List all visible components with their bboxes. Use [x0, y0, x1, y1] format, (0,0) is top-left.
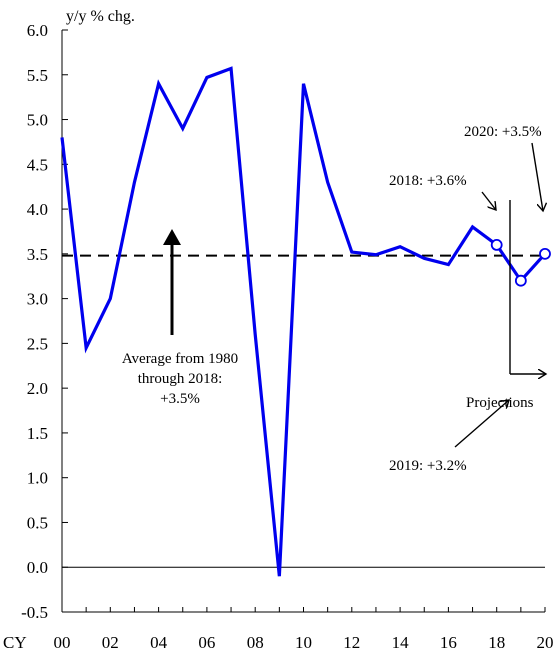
x-tick-label: 12: [343, 633, 360, 652]
x-tick-label: 08: [247, 633, 264, 652]
label-2019: 2019: +3.2%: [389, 458, 467, 474]
highlighted-points: [490, 238, 551, 287]
y-tick-label: 5.0: [27, 111, 48, 130]
x-tick-label: 10: [295, 633, 312, 652]
y-axis-ticks: 6.0 5.5 5.0 4.5 4.0 3.5 3.0 2.5 2.0 1.5 1.0 0.5 0.0 -…: [21, 21, 68, 622]
average-arrowhead: [163, 229, 181, 245]
label-2018: 2018: +3.6%: [389, 173, 467, 189]
x-tick-label: 04: [150, 633, 168, 652]
x-tick-label: 00: [54, 633, 71, 652]
x-tick-label: 14: [392, 633, 410, 652]
y-tick-label: 2.5: [27, 334, 48, 353]
y-tick-label: 4.5: [27, 155, 48, 174]
x-tick-label: 02: [102, 633, 119, 652]
y-tick-label: -0.5: [21, 603, 48, 622]
growth-series-line: [60, 66, 547, 577]
y-tick-label: 5.5: [27, 66, 48, 85]
x-tick-label: 20: [537, 633, 554, 652]
average-annotation-line2: through 2018:: [138, 371, 223, 387]
x-tick-label: 16: [440, 633, 457, 652]
point-marker-2019: [514, 274, 527, 287]
y-tick-label: 1.0: [27, 469, 48, 488]
x-axis-prefix: CY: [3, 633, 27, 652]
average-annotation-line1: Average from 1980: [122, 351, 238, 367]
arrow-2018: [481, 191, 496, 210]
y-axis-title: y/y % chg.: [66, 8, 135, 25]
arrow-2019: [454, 400, 509, 448]
y-tick-label: 1.5: [27, 424, 48, 443]
y-tick-label: 3.5: [27, 245, 48, 264]
y-tick-label: 3.0: [27, 290, 48, 309]
x-tick-label: 06: [198, 633, 215, 652]
y-tick-label: 4.0: [27, 200, 48, 219]
label-2020: 2020: +3.5%: [464, 124, 542, 140]
average-annotation-line3: +3.5%: [160, 391, 200, 407]
y-tick-label: 0.5: [27, 513, 48, 532]
point-marker-2020: [539, 247, 551, 260]
y-tick-label: 6.0: [27, 21, 48, 40]
x-tick-label: 18: [488, 633, 505, 652]
y-tick-label: 0.0: [27, 558, 48, 577]
arrow-2020: [531, 142, 543, 211]
x-axis-ticks: 00 02 04 06 08 10 12 14 16 18 20: [54, 607, 554, 652]
y-tick-label: 2.0: [27, 379, 48, 398]
point-marker-2018: [490, 238, 503, 251]
projections-label: Projections: [466, 395, 534, 411]
